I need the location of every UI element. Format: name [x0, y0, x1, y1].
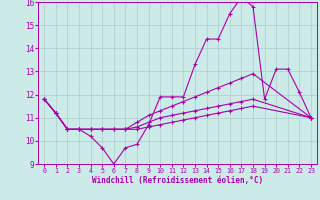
X-axis label: Windchill (Refroidissement éolien,°C): Windchill (Refroidissement éolien,°C) [92, 176, 263, 185]
